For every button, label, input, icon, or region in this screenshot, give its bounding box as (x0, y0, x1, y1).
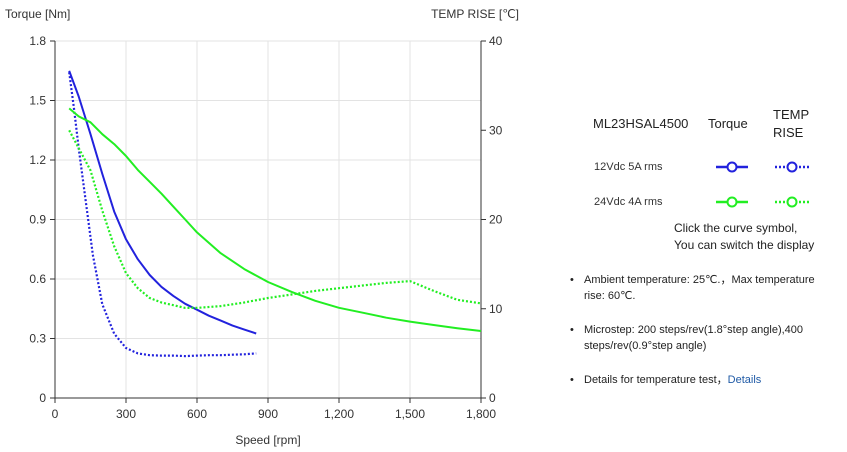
legend-24v-temp-symbol[interactable] (773, 195, 811, 209)
y-right-tick-label: 40 (489, 34, 503, 48)
x-axis-label: Speed [rpm] (235, 433, 300, 447)
y-left-tick-label: 0.9 (29, 213, 46, 227)
series-line-1[interactable] (68, 72, 257, 358)
y-left-tick-label: 0 (39, 391, 46, 405)
legend-24v-torque-symbol[interactable] (714, 195, 750, 209)
x-tick-label: 300 (116, 407, 136, 421)
note-microstep: Microstep: 200 steps/rev(1.8°step angle)… (568, 322, 833, 354)
legend-hint-line-2: You can switch the display (674, 238, 815, 252)
y-left-tick-label: 0.6 (29, 272, 46, 286)
x-tick-label: 900 (258, 407, 278, 421)
series-line-2[interactable] (68, 107, 482, 332)
series-line-0[interactable] (68, 70, 257, 335)
legend-12v-torque-symbol[interactable] (714, 160, 750, 174)
series-line-3[interactable] (68, 129, 482, 309)
legend-model-name: ML23HSAL4500 (593, 116, 689, 131)
legend-row-12v-label: 12Vdc 5A rms (594, 161, 663, 173)
y-axis-left-label: Torque [Nm] (5, 7, 70, 21)
axes: 00.30.60.91.21.51.80 300 600 900 1,200 1,500 1… (29, 34, 502, 421)
y-left-tick-label: 1.2 (29, 153, 46, 167)
notes-list: Ambient temperature: 25℃.，Max temperatur… (568, 272, 833, 406)
y-left-tick-label: 1.8 (29, 34, 46, 48)
details-link[interactable]: Details (727, 374, 762, 386)
series-lines (68, 70, 482, 358)
note-details: Details for temperature test，Details (568, 372, 833, 388)
note-details-text: Details for temperature test， (584, 374, 728, 386)
note-ambient: Ambient temperature: 25℃.，Max temperatur… (568, 272, 833, 304)
y-right-tick-label: 20 (489, 213, 503, 227)
legend-col-torque: Torque (708, 116, 748, 131)
y-right-tick-label: 0 (489, 391, 496, 405)
y-left-tick-label: 1.5 (29, 94, 46, 108)
y-left-tick-label: 0.3 (29, 332, 46, 346)
legend-col-temp: TEMP RISE (773, 107, 809, 140)
x-tick-label: 1,200 (324, 407, 354, 421)
y-right-tick-label: 10 (489, 302, 503, 316)
legend-hint: Click the curve symbol, You can switch t… (674, 220, 814, 254)
x-tick-label: 0 (52, 407, 59, 421)
legend-12v-temp-symbol[interactable] (773, 160, 811, 174)
x-tick-label: 1,800 (466, 407, 496, 421)
x-tick-label: 1,500 (395, 407, 425, 421)
y-axis-right-label: TEMP RISE [℃] (431, 7, 519, 21)
legend-hint-line-1: Click the curve symbol, (674, 221, 798, 235)
grid (55, 40, 482, 398)
x-tick-label: 600 (187, 407, 207, 421)
y-right-tick-label: 30 (489, 123, 503, 137)
legend-row-24v-label: 24Vdc 4A rms (594, 196, 663, 208)
